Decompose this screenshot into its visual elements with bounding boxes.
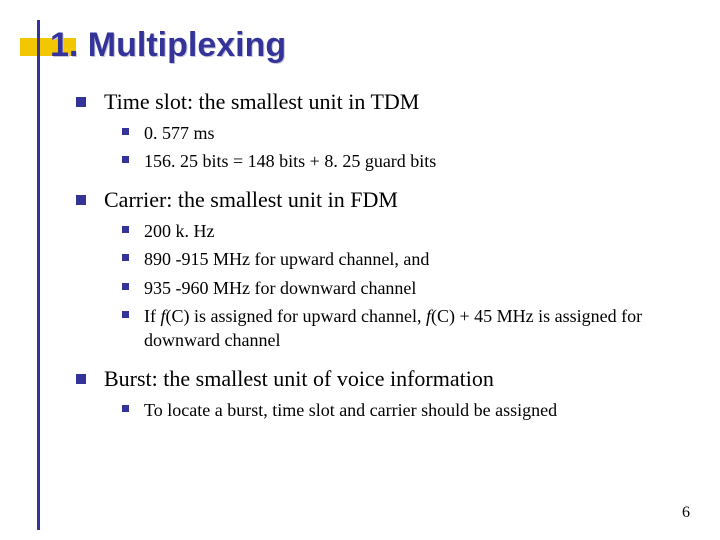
list-item: 890 -915 MHz for upward channel, and <box>122 247 680 271</box>
sub-list: To locate a burst, time slot and carrier… <box>76 398 680 422</box>
square-bullet-icon <box>122 283 129 290</box>
list-item: 200 k. Hz <box>122 219 680 243</box>
square-bullet-icon <box>76 374 86 384</box>
list-item: Carrier: the smallest unit in FDM <box>76 185 680 215</box>
title-accent-rule <box>37 20 40 530</box>
slide: 1. Multiplexing Time slot: the smallest … <box>0 0 720 540</box>
square-bullet-icon <box>122 128 129 135</box>
square-bullet-icon <box>122 254 129 261</box>
sub-list: 200 k. Hz 890 -915 MHz for upward channe… <box>76 219 680 352</box>
list-item-text: 156. 25 bits = 148 bits + 8. 25 guard bi… <box>144 151 436 171</box>
content: Time slot: the smallest unit in TDM 0. 5… <box>40 87 680 422</box>
list-item: Burst: the smallest unit of voice inform… <box>76 364 680 394</box>
page-number: 6 <box>682 504 690 522</box>
list-item-text: Carrier: the smallest unit in FDM <box>104 187 398 212</box>
square-bullet-icon <box>122 405 129 412</box>
list-item-text: Time slot: the smallest unit in TDM <box>104 89 419 114</box>
square-bullet-icon <box>76 195 86 205</box>
list-item: To locate a burst, time slot and carrier… <box>122 398 680 422</box>
square-bullet-icon <box>122 226 129 233</box>
square-bullet-icon <box>122 311 129 318</box>
list-item: Time slot: the smallest unit in TDM <box>76 87 680 117</box>
square-bullet-icon <box>76 97 86 107</box>
title-block: 1. Multiplexing <box>40 26 680 65</box>
list-item: 156. 25 bits = 148 bits + 8. 25 guard bi… <box>122 149 680 173</box>
list-item: 935 -960 MHz for downward channel <box>122 276 680 300</box>
list-item-text: 0. 577 ms <box>144 123 215 143</box>
list-item-text: 935 -960 MHz for downward channel <box>144 278 416 298</box>
list-item-text: Burst: the smallest unit of voice inform… <box>104 366 494 391</box>
list-item-text: 200 k. Hz <box>144 221 215 241</box>
page-title: 1. Multiplexing <box>40 26 680 65</box>
list-item-text: To locate a burst, time slot and carrier… <box>144 400 557 420</box>
list-item: 0. 577 ms <box>122 121 680 145</box>
list-item-text: 890 -915 MHz for upward channel, and <box>144 249 429 269</box>
list-item: If f(C) is assigned for upward channel, … <box>122 304 680 353</box>
sub-list: 0. 577 ms 156. 25 bits = 148 bits + 8. 2… <box>76 121 680 174</box>
list-item-text: If f(C) is assigned for upward channel, … <box>144 306 642 350</box>
square-bullet-icon <box>122 156 129 163</box>
